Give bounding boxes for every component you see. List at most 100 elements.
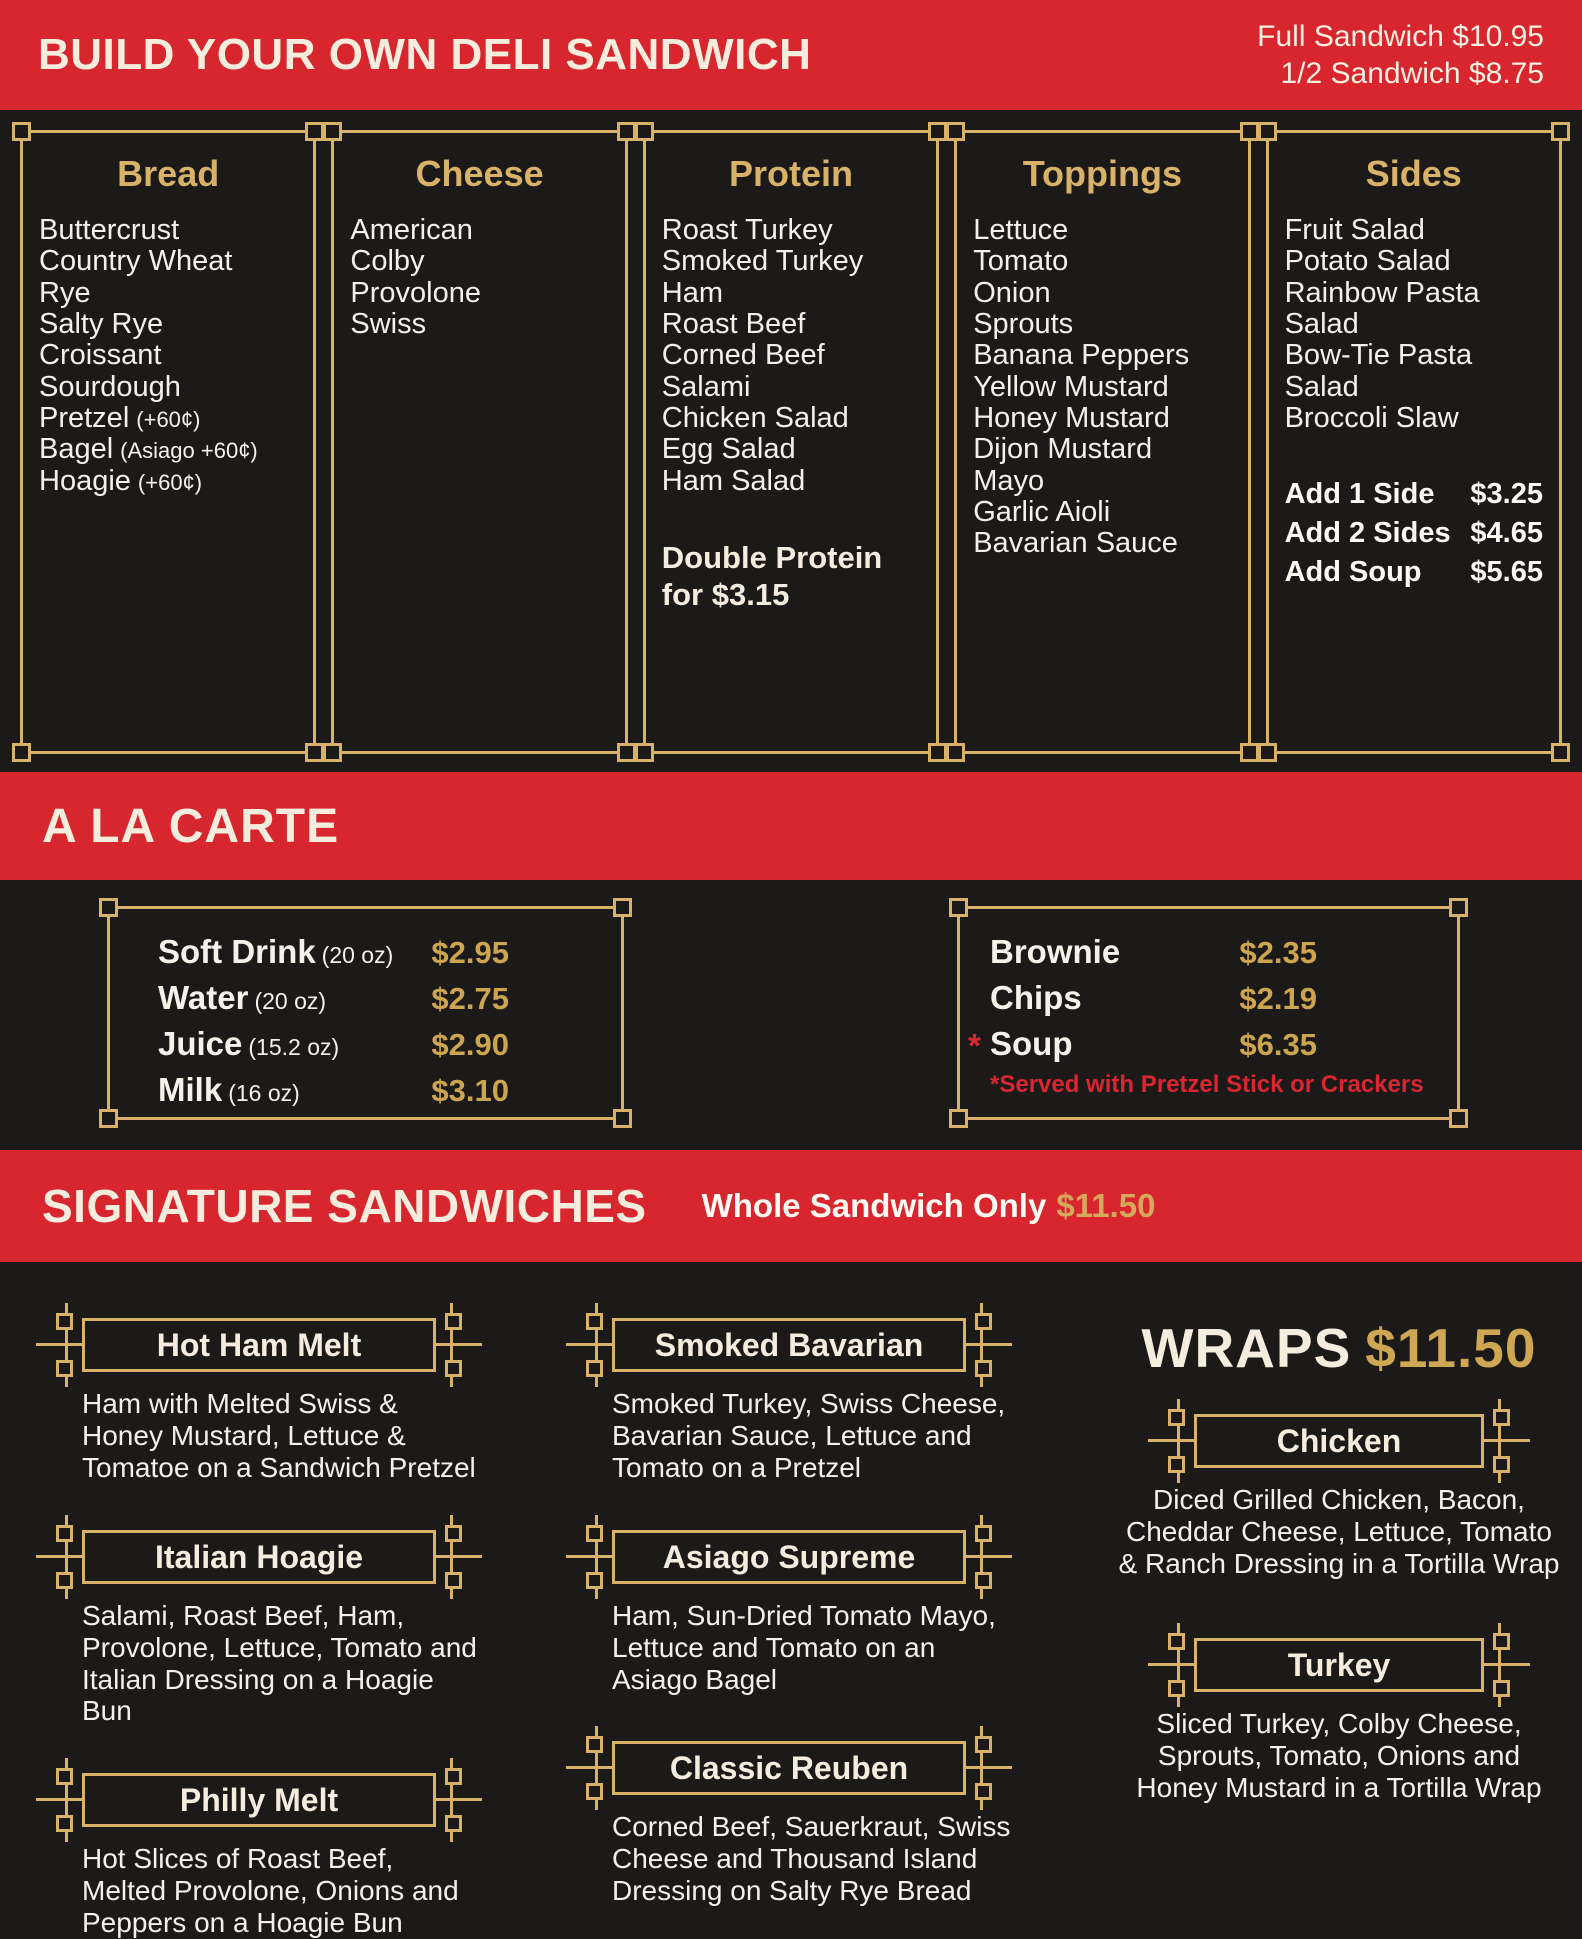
corner-ornament	[12, 743, 31, 762]
sandwich-philly-melt: Philly Melt Hot Slices of Roast Beef, Me…	[34, 1758, 484, 1939]
wrap-name-plate: Chicken	[1148, 1399, 1530, 1483]
list-item: Banana Peppers	[973, 339, 1190, 372]
corner-ornament	[616, 122, 636, 141]
menu-row: Soft Drink (20 oz) $2.95	[158, 933, 509, 970]
panel-title-bread: Bread	[117, 153, 220, 194]
plate-ornament-right	[436, 1297, 482, 1393]
list-item: Ham	[661, 276, 724, 309]
corner-ornament	[305, 122, 325, 141]
corner-ornament	[613, 1109, 632, 1128]
list-item: Roast Beef	[661, 307, 806, 340]
corner-ornament	[946, 743, 966, 762]
list-item: Smoked Turkey	[661, 245, 864, 278]
list-item: Bagel (Asiago +60¢)	[39, 433, 258, 466]
corner-ornament	[634, 122, 654, 141]
corner-ornament	[1257, 743, 1277, 762]
corner-ornament	[1550, 122, 1570, 141]
list-item: Onion	[973, 276, 1051, 309]
sandwich-classic-reuben: Classic Reuben Corned Beef, Sauerkraut, …	[564, 1726, 1014, 1907]
plate-ornament-right	[966, 1720, 1012, 1816]
list-item: Colby	[350, 245, 425, 278]
toppings-list: Lettuce Tomato Onion Sprouts Banana Pepp…	[973, 214, 1231, 559]
panel-title-sides: Sides	[1365, 153, 1462, 194]
wrap-turkey: Turkey Sliced Turkey, Colby Cheese, Spro…	[1114, 1622, 1564, 1804]
plate-ornament-left	[36, 1509, 82, 1605]
corner-ornament	[1449, 898, 1468, 917]
full-sandwich-price: Full Sandwich $10.95	[1257, 19, 1544, 53]
plate-ornament-right	[966, 1509, 1012, 1605]
list-item: Tomato	[973, 245, 1069, 278]
signature-sandwiches-banner: SIGNATURE SANDWICHES Whole Sandwich Only…	[0, 1150, 1582, 1262]
wrap-name-plate: Turkey	[1148, 1622, 1530, 1707]
list-item: Salami	[661, 370, 751, 403]
plate-ornament-right	[1484, 1617, 1530, 1713]
list-item: Sourdough	[39, 370, 181, 403]
list-item: Broccoli Slaw	[1284, 401, 1459, 434]
list-item: Hoagie (+60¢)	[39, 464, 203, 497]
plate-ornament-left	[566, 1509, 612, 1605]
list-item: Country Wheat	[39, 245, 233, 278]
a-la-carte-banner: A LA CARTE	[0, 772, 1582, 880]
plate-ornament-left	[36, 1297, 82, 1393]
corner-ornament	[99, 1109, 118, 1128]
wraps-column: WRAPS $11.50 Chicken Diced Grilled Chicke…	[1114, 1286, 1564, 1920]
menu-row: Water (20 oz) $2.75	[158, 979, 509, 1016]
corner-ornament	[12, 122, 31, 141]
section-title-signature: SIGNATURE SANDWICHES	[42, 1180, 647, 1232]
corner-ornament	[1239, 122, 1259, 141]
plate-ornament-left	[1148, 1393, 1194, 1489]
sandwich-description: Smoked Turkey, Swiss Cheese, Bavarian Sa…	[612, 1388, 1006, 1483]
panel-title-toppings: Toppings	[1022, 153, 1183, 194]
list-item: Yellow Mustard	[973, 370, 1169, 403]
sandwich-prices: Full Sandwich $10.95 1/2 Sandwich $8.75	[1257, 18, 1544, 93]
sandwich-name-plate: Hot Ham Melt	[36, 1303, 482, 1387]
bread-list: Buttercrust Country Wheat Rye Salty Rye …	[39, 214, 297, 497]
panel-sides: Sides Fruit Salad Potato Salad Rainbow P…	[1257, 122, 1570, 762]
addon-row: Add Soup $5.65	[1284, 556, 1543, 589]
menu-row: Chips $2.19	[990, 979, 1317, 1016]
build-your-own-banner: BUILD YOUR OWN DELI SANDWICH Full Sandwi…	[0, 0, 1582, 110]
sandwich-asiago-supreme: Asiago Supreme Ham, Sun-Dried Tomato May…	[564, 1514, 1014, 1696]
sandwich-name-plate: Philly Melt	[36, 1758, 482, 1843]
sandwich-italian-hoagie: Italian Hoagie Salami, Roast Beef, Ham, …	[34, 1514, 484, 1728]
snacks-box: Brownie $2.35 Chips $2.19 * Soup $6.35 *S…	[949, 898, 1468, 1128]
list-item: Garlic Aioli	[973, 495, 1111, 528]
list-item: Croissant	[39, 339, 162, 372]
plate-ornament-right	[1484, 1393, 1530, 1489]
sandwich-description: Salami, Roast Beef, Ham, Provolone, Lett…	[82, 1599, 477, 1727]
menu-row: * Soup $6.35	[968, 1025, 1317, 1064]
sandwich-name-plate: Smoked Bavarian	[566, 1303, 1012, 1387]
list-item: Corned Beef	[661, 339, 825, 372]
list-item: Rye	[39, 276, 91, 309]
list-item: Lettuce	[973, 214, 1069, 246]
sandwich-smoked-bavarian: Smoked Bavarian Smoked Turkey, Swiss Che…	[564, 1303, 1014, 1484]
signature-price: $11.50	[1056, 1187, 1156, 1224]
half-sandwich-price: 1/2 Sandwich $8.75	[1280, 57, 1544, 90]
list-item: Chicken Salad	[661, 401, 849, 434]
section-title-a-la-carte: A LA CARTE	[42, 799, 340, 853]
list-item: Dijon Mustard	[973, 433, 1153, 466]
list-item: Provolone	[350, 276, 481, 309]
panel-toppings: Toppings Lettuce Tomato Onion Sprouts Ba…	[946, 122, 1259, 762]
sandwich-hot-ham-melt: Hot Ham Melt Ham with Melted Swiss & Hon…	[34, 1303, 484, 1484]
page-title: BUILD YOUR OWN DELI SANDWICH	[38, 30, 812, 79]
list-item: Potato Salad	[1284, 245, 1451, 278]
sandwich-name-plate: Italian Hoagie	[36, 1514, 482, 1599]
sandwich-description: Ham with Melted Swiss & Honey Mustard, L…	[82, 1388, 476, 1483]
drinks-box: Soft Drink (20 oz) $2.95 Water (20 oz) $2.…	[99, 898, 632, 1128]
sandwich-description: Corned Beef, Sauerkraut, Swiss Cheese an…	[612, 1811, 1011, 1907]
sides-list: Fruit Salad Potato Salad Rainbow Pasta S…	[1284, 214, 1543, 434]
list-item: Sprouts	[973, 307, 1074, 340]
corner-ornament	[946, 122, 966, 141]
protein-list: Roast Turkey Smoked Turkey Ham Roast Bee…	[661, 214, 920, 497]
corner-ornament	[99, 898, 118, 917]
cheese-list: American Colby Provolone Swiss	[350, 214, 608, 340]
plate-ornament-right	[966, 1297, 1012, 1393]
wrap-description: Sliced Turkey, Colby Cheese, Sprouts, To…	[1136, 1707, 1542, 1803]
sandwich-name-plate: Classic Reuben	[566, 1726, 1012, 1811]
signature-sandwiches-section: Hot Ham Melt Ham with Melted Swiss & Hon…	[0, 1262, 1582, 1938]
soup-footnote: *Served with Pretzel Stick or Crackers	[990, 1071, 1424, 1098]
list-item: American	[350, 214, 473, 246]
list-item: Roast Turkey	[661, 214, 833, 246]
